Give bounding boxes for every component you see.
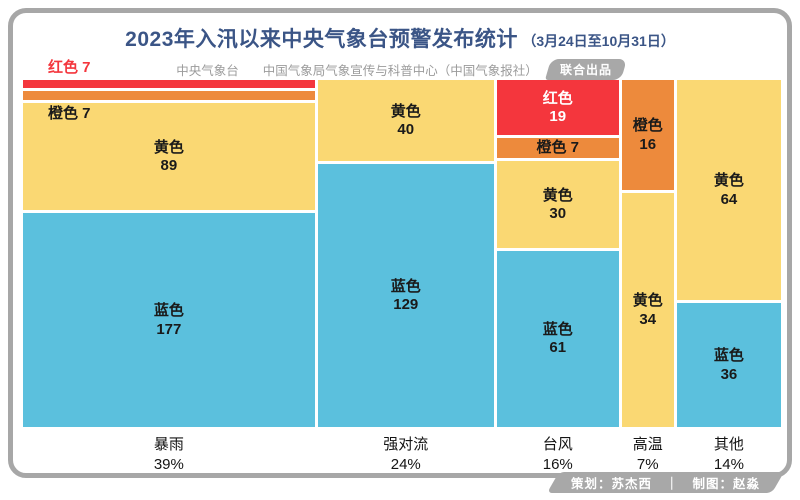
- segment-4-黄色: 黄色 34: [621, 193, 674, 427]
- segment-level-label: 蓝色: [542, 321, 573, 339]
- credits-badge: 策划：苏杰西 ｜ 制图：赵淼: [546, 472, 785, 493]
- category-name: 其他: [713, 436, 744, 453]
- segment-3-黄色: 黄色 30: [496, 161, 619, 248]
- category-name: 暴雨: [153, 436, 184, 453]
- segment-5-蓝色: 蓝色 36: [676, 303, 781, 427]
- chart-title-date-range: （3月24日至10月31日）: [522, 33, 675, 49]
- segment-level-label: 黄色: [632, 292, 663, 310]
- credits-text: 策划：苏杰西 ｜ 制图：赵淼: [571, 477, 761, 491]
- segment-level-label: 黄色: [542, 186, 573, 204]
- infographic-card: 2023年入汛以来中央气象台预警发布统计 （3月24日至10月31日） 中央气象…: [8, 8, 792, 478]
- segment-count-label: 177: [156, 320, 182, 338]
- category-labels: 暴雨 39% 强对流 24% 台风 16% 高温 7% 其他 14%: [23, 435, 781, 476]
- segment-inline-label: 橙色 7: [536, 139, 580, 157]
- segment-level-label: 橙色: [632, 117, 663, 135]
- segment-2-黄色: 黄色 40: [317, 80, 494, 162]
- chart-column-4: 橙色 16 黄色 34: [621, 80, 674, 427]
- segment-5-黄色: 黄色 64: [676, 80, 781, 301]
- segment-2-蓝色: 蓝色 129: [317, 164, 494, 427]
- segment-3-蓝色: 蓝色 61: [496, 250, 619, 427]
- segment-1-橙色: [23, 91, 315, 100]
- segment-1-蓝色: 蓝色 177: [23, 213, 315, 428]
- chart-title: 2023年入汛以来中央气象台预警发布统计: [125, 28, 518, 51]
- chart-column-3: 红色 19 橙色 7 黄色 30 蓝色 61: [496, 80, 619, 427]
- category-label-1: 暴雨 39%: [23, 435, 315, 476]
- segment-3-橙色: 橙色 7: [496, 137, 619, 159]
- segment-count-label: 16: [639, 135, 657, 153]
- segment-3-红色: 红色 19: [496, 80, 619, 135]
- segment-level-label: 蓝色: [713, 347, 744, 365]
- chart-column-2: 黄色 40 蓝色 129: [317, 80, 494, 427]
- chart-column-5: 黄色 64 蓝色 36: [676, 80, 781, 427]
- source-agency-primary: 中央气象台: [176, 64, 239, 78]
- segment-level-label: 蓝色: [153, 302, 184, 320]
- category-percent: 16%: [542, 456, 573, 474]
- segment-outside-label: 橙色 7: [48, 105, 91, 123]
- source-row: 中央气象台 中国气象局气象宣传与科普中心（中国气象报社） 联合出品: [13, 59, 787, 80]
- category-label-4: 高温 7%: [622, 435, 674, 476]
- category-percent: 7%: [636, 456, 659, 474]
- segment-count-label: 61: [549, 339, 567, 357]
- chart-area: 红色 7 橙色 7 黄色 89 蓝色 177 黄色 40 蓝色 129 红色 19 橙色 7 黄色 30 蓝色…: [23, 60, 781, 476]
- category-percent: 24%: [390, 456, 421, 474]
- segment-level-label: 红色: [542, 89, 573, 107]
- joint-production-badge-label: 联合出品: [559, 63, 612, 77]
- segment-count-label: 64: [720, 190, 738, 208]
- page-title: 2023年入汛以来中央气象台预警发布统计 （3月24日至10月31日）: [13, 23, 787, 53]
- segment-4-橙色: 橙色 16: [621, 80, 674, 191]
- category-label-3: 台风 16%: [497, 435, 619, 476]
- segment-count-label: 40: [397, 121, 415, 139]
- segment-level-label: 黄色: [390, 102, 421, 120]
- segment-1-红色: [23, 80, 315, 89]
- segment-level-label: 黄色: [153, 138, 184, 156]
- chart-column-1: 红色 7 橙色 7 黄色 89 蓝色 177: [23, 60, 315, 428]
- segment-count-label: 89: [160, 157, 178, 175]
- segment-level-label: 蓝色: [390, 277, 421, 295]
- mosaic-chart: 红色 7 橙色 7 黄色 89 蓝色 177 黄色 40 蓝色 129 红色 19 橙色 7 黄色 30 蓝色…: [23, 60, 781, 428]
- source-agency-secondary: 中国气象局气象宣传与科普中心（中国气象报社）: [262, 64, 538, 78]
- category-label-5: 其他 14%: [677, 435, 781, 476]
- segment-count-label: 34: [639, 310, 657, 328]
- segment-count-label: 129: [393, 296, 419, 314]
- category-name: 高温: [632, 436, 663, 453]
- segment-count-label: 19: [549, 107, 567, 125]
- segment-level-label: 黄色: [713, 172, 744, 190]
- segment-count-label: 30: [549, 204, 567, 222]
- category-percent: 39%: [153, 456, 184, 474]
- category-percent: 14%: [713, 456, 744, 474]
- category-label-2: 强对流 24%: [318, 435, 494, 476]
- segment-outside-label: 红色 7: [48, 59, 91, 76]
- joint-production-badge: 联合出品: [544, 59, 627, 80]
- segment-count-label: 36: [720, 365, 738, 383]
- category-name: 强对流: [383, 436, 429, 453]
- category-name: 台风: [542, 436, 573, 453]
- segment-1-黄色: 黄色 89: [23, 102, 315, 211]
